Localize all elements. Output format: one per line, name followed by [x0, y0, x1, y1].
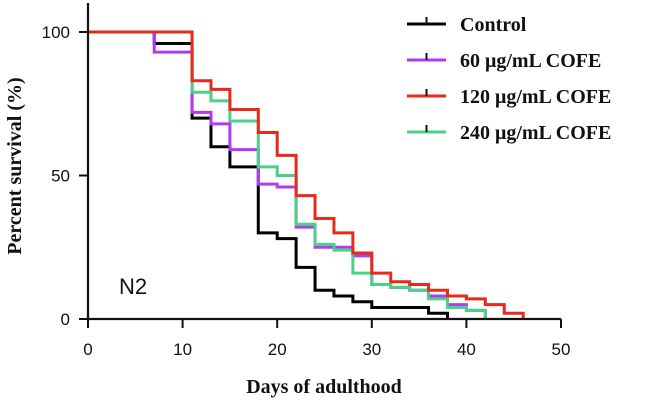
legend-label: Control — [460, 14, 527, 36]
y-ticks: 0 50 100 — [42, 23, 88, 329]
x-tick-label: 20 — [268, 340, 287, 359]
legend-label: 120 μg/mL COFE — [460, 86, 611, 108]
strain-label: N2 — [119, 274, 147, 299]
x-tick-label: 30 — [362, 340, 381, 359]
x-axis-title: Days of adulthood — [246, 376, 402, 398]
y-tick-label: 0 — [61, 310, 70, 329]
x-ticks: 0 10 20 30 40 50 — [83, 319, 570, 359]
series-line-1 — [88, 30, 487, 319]
series-line-3 — [88, 30, 487, 319]
y-axis-title: Percent survival (%) — [4, 77, 26, 254]
x-tick-label: 0 — [83, 340, 92, 359]
y-tick-label: 100 — [42, 23, 70, 42]
x-tick-label: 10 — [173, 340, 192, 359]
series-layer — [88, 30, 525, 319]
x-tick-label: 50 — [552, 340, 571, 359]
legend-label: 240 μg/mL COFE — [460, 122, 611, 144]
legend: Control 60 μg/mL COFE 120 μg/mL COFE 240 μg… — [407, 14, 611, 144]
series-line-2 — [88, 30, 525, 319]
legend-label: 60 μg/mL COFE — [460, 50, 601, 72]
y-tick-label: 50 — [51, 167, 70, 186]
x-tick-label: 40 — [457, 340, 476, 359]
axes — [86, 3, 561, 321]
series-line-0 — [88, 30, 449, 319]
